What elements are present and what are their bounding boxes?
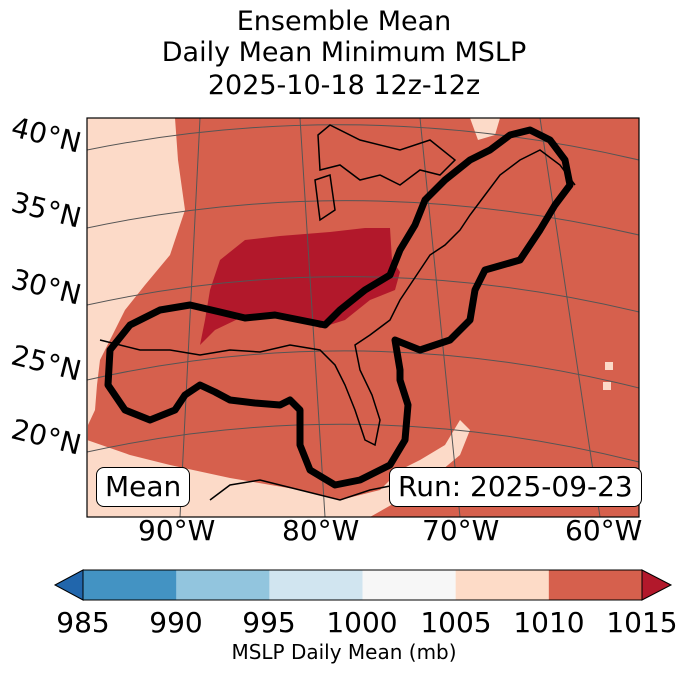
mean-label-box: Mean: [96, 467, 191, 507]
lon-label-70w: 70°W: [422, 514, 500, 547]
colorbar-cell: [455, 570, 550, 600]
run-date-box: Run: 2025-09-23: [389, 467, 642, 507]
ensemble-contour: [104, 126, 574, 489]
lon-label-90w: 90°W: [138, 514, 216, 547]
colorbar-tick: 990: [149, 606, 203, 639]
colorbar-tick: 1005: [420, 606, 492, 639]
lon-label-80w: 80°W: [282, 514, 360, 547]
graticule: [87, 118, 639, 517]
colorbar-frame: [82, 569, 643, 601]
map-frame: [86, 117, 640, 518]
colorbar-cell: [176, 570, 270, 600]
colorbar-tick: 985: [56, 606, 110, 639]
colorbar-cell: [362, 570, 457, 600]
colorbar-tick: 1000: [326, 606, 398, 639]
title-line-3: 2025-10-18 12z-12z: [207, 70, 481, 101]
colorbar-cell: [269, 570, 363, 600]
colorbar-cell: [83, 570, 177, 600]
mslp-region-1005-1010-west: [87, 118, 185, 517]
lon-label-60w: 60°W: [565, 514, 643, 547]
title-line-1: Ensemble Mean: [236, 6, 452, 37]
light-cell: [603, 382, 611, 390]
colorbar-extend-low: [53, 569, 84, 601]
colorbar-extend-high: [641, 569, 673, 601]
colorbar-cell: [548, 570, 643, 600]
title-line-2: Daily Mean Minimum MSLP: [161, 37, 527, 68]
colorbar-label: MSLP Daily Mean (mb): [231, 640, 457, 664]
light-cell: [605, 362, 613, 370]
colorbar-tick: 995: [242, 606, 296, 639]
colorbar-tick: 1015: [606, 606, 678, 639]
colorbar-tick: 1010: [513, 606, 585, 639]
